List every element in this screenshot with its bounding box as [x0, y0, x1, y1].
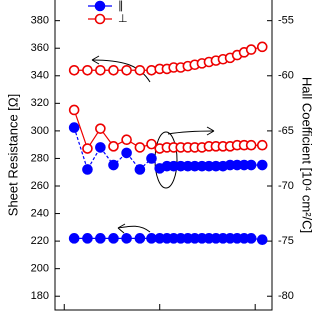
data-point — [121, 134, 132, 146]
data-point — [245, 44, 257, 55]
y-tick-label: 240 — [31, 207, 49, 219]
legend-marker — [94, 13, 106, 25]
data-point — [95, 233, 106, 244]
data-point — [256, 159, 268, 171]
series-line — [73, 127, 263, 171]
y2-tick-label: -70 — [278, 180, 294, 192]
data-point — [108, 233, 119, 244]
y-tick-label: 340 — [31, 70, 49, 82]
arrow-head — [91, 55, 100, 65]
data-point — [121, 147, 132, 159]
data-point — [108, 141, 119, 152]
data-point — [256, 41, 268, 53]
data-point — [256, 234, 268, 246]
y2-axis-label: Hall Coefficient [10⁴ cm²/C] — [300, 77, 315, 233]
arrow-head — [206, 126, 215, 136]
data-point — [82, 233, 93, 244]
arrow-head — [117, 223, 126, 234]
data-point — [256, 139, 268, 151]
y2-tick-label: -80 — [278, 290, 294, 302]
data-point — [134, 142, 146, 153]
data-point — [134, 164, 146, 175]
data-point — [134, 233, 146, 244]
arrow — [91, 59, 151, 83]
y2-tick-label: -75 — [278, 235, 294, 247]
plot-frame — [54, 0, 273, 311]
data-point — [245, 159, 257, 171]
data-point — [68, 64, 80, 76]
data-point — [121, 64, 132, 76]
legend-label: ⊥ — [118, 13, 128, 25]
arrow — [167, 130, 215, 135]
y-tick-label: 380 — [31, 15, 49, 27]
data-point — [82, 164, 93, 175]
y-tick-label: 320 — [31, 97, 49, 109]
data-point — [95, 123, 106, 134]
y-tick-label: 200 — [31, 263, 49, 275]
data-point — [108, 64, 119, 76]
y-tick-label: 360 — [31, 42, 49, 54]
data-point — [68, 104, 80, 116]
data-point — [95, 64, 106, 76]
y-tick-label: 260 — [31, 180, 49, 192]
arrow — [117, 225, 151, 233]
data-point — [245, 233, 257, 244]
data-point — [108, 159, 119, 171]
data-point — [68, 233, 80, 244]
y2-tick-label: -55 — [278, 15, 294, 27]
data-point — [68, 122, 80, 133]
y2-tick-label: -60 — [278, 70, 294, 82]
data-point — [95, 142, 106, 153]
y-tick-label: 300 — [31, 125, 49, 137]
data-point — [146, 153, 157, 164]
y2-tick-label: -65 — [278, 125, 294, 137]
data-point — [121, 233, 132, 244]
data-point — [146, 138, 157, 150]
y-tick-label: 220 — [31, 235, 49, 247]
legend-marker — [94, 0, 106, 12]
data-point — [82, 64, 93, 76]
ellipse — [154, 131, 178, 189]
legend-label: ∥ — [118, 0, 124, 12]
y-axis-label: Sheet Resistance [Ω] — [5, 94, 20, 216]
data-point — [82, 143, 93, 154]
y-tick-label: 180 — [31, 290, 49, 302]
data-point — [134, 64, 146, 76]
y-tick-label: 280 — [31, 152, 49, 164]
data-point — [245, 139, 257, 151]
